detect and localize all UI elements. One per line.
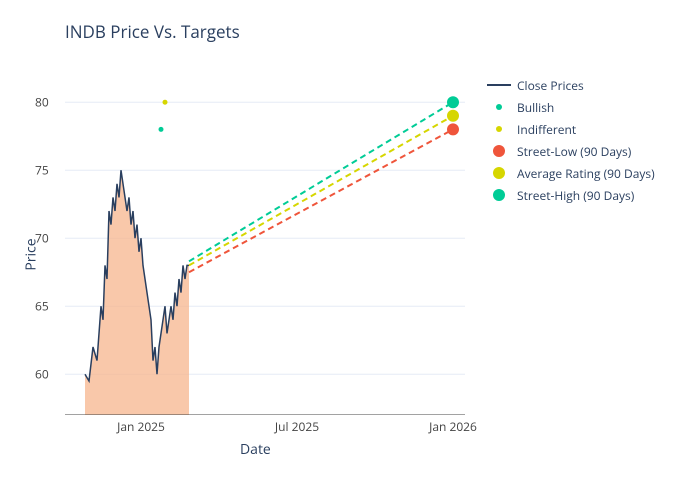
y-tick: 70 xyxy=(35,230,49,247)
average-rating-projection-line xyxy=(189,116,453,266)
plot-area xyxy=(65,75,465,415)
legend-item[interactable]: Street-High (90 Days) xyxy=(485,185,655,205)
legend-label: Bullish xyxy=(517,99,554,116)
x-tick: Jul 2025 xyxy=(275,418,319,435)
average-rating-marker xyxy=(447,110,459,122)
legend-item[interactable]: Street-Low (90 Days) xyxy=(485,141,655,161)
y-tick: 65 xyxy=(35,298,49,315)
legend-item[interactable]: Close Prices xyxy=(485,75,655,95)
street-high-marker xyxy=(447,96,459,108)
legend-dot-icon xyxy=(496,104,502,110)
bullish-point xyxy=(159,127,164,132)
legend: Close Prices Bullish Indifferent Street-Low… xyxy=(485,75,655,207)
legend-line-icon xyxy=(487,84,511,86)
legend-dot-icon xyxy=(496,126,502,132)
legend-dot-icon xyxy=(493,145,505,157)
street-low-projection-line xyxy=(189,129,453,272)
x-axis-label: Date xyxy=(240,440,271,459)
street-low-marker xyxy=(447,123,459,135)
x-tick: Jan 2026 xyxy=(429,418,477,435)
legend-item[interactable]: Average Rating (90 Days) xyxy=(485,163,655,183)
indifferent-point xyxy=(163,100,168,105)
street-high-projection-line xyxy=(189,102,453,261)
legend-dot-icon xyxy=(493,189,505,201)
legend-label: Indifferent xyxy=(517,121,576,138)
y-tick: 75 xyxy=(35,162,49,179)
legend-label: Street-High (90 Days) xyxy=(517,187,634,204)
legend-dot-icon xyxy=(493,167,505,179)
y-tick: 60 xyxy=(35,366,49,383)
legend-label: Street-Low (90 Days) xyxy=(517,143,631,160)
y-tick: 80 xyxy=(35,94,49,111)
legend-label: Average Rating (90 Days) xyxy=(517,165,655,182)
legend-label: Close Prices xyxy=(517,77,584,94)
chart-title: INDB Price Vs. Targets xyxy=(65,20,240,43)
legend-item[interactable]: Bullish xyxy=(485,97,655,117)
price-area-fill xyxy=(85,170,189,415)
legend-item[interactable]: Indifferent xyxy=(485,119,655,139)
x-tick: Jan 2025 xyxy=(117,418,165,435)
